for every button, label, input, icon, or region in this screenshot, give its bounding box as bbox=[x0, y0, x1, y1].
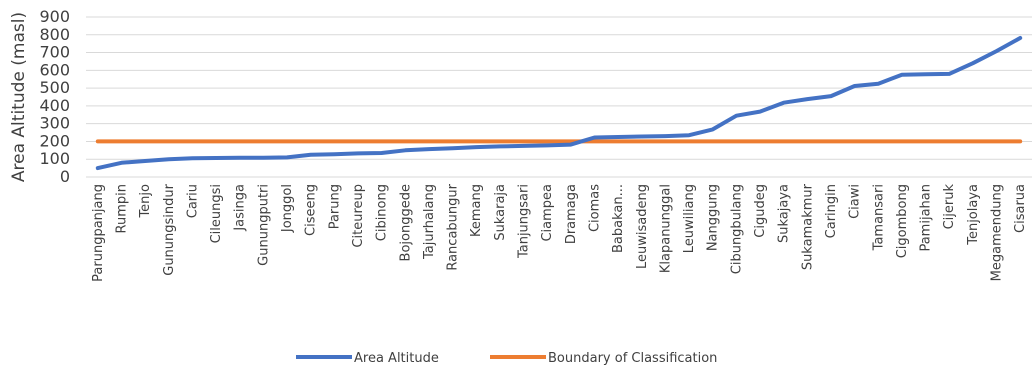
x-tick-label: Bojonggede bbox=[398, 184, 413, 261]
x-tick-label: Parung bbox=[327, 184, 342, 229]
x-tick-label: Sukamakmur bbox=[800, 183, 815, 270]
x-tick-label: Cibinong bbox=[375, 184, 390, 241]
x-tick-label: Cariu bbox=[185, 184, 200, 218]
x-tick-label: Ciawi bbox=[848, 184, 863, 219]
x-tick-labels: Parungpanjang Rumpin Tenjo Gunungsindur Cari… bbox=[91, 183, 1028, 281]
x-tick-label: Sukaraja bbox=[493, 184, 508, 241]
x-tick-label: Gunungputri bbox=[256, 184, 271, 266]
y-tick-label: 300 bbox=[39, 114, 70, 133]
x-tick-label: Cigombong bbox=[895, 184, 910, 258]
x-tick-label: Kemang bbox=[469, 184, 484, 237]
y-tick-label: 100 bbox=[39, 149, 70, 168]
legend: Area Altitude Boundary of Classification bbox=[296, 351, 717, 366]
x-tick-label: Cigudeg bbox=[753, 184, 768, 238]
x-tick-label: Cileungsi bbox=[209, 184, 224, 243]
x-tick-label: Ciomas bbox=[587, 184, 602, 232]
y-tick-label: 400 bbox=[39, 96, 70, 115]
x-tick-label: Cijeruk bbox=[942, 184, 957, 230]
x-tick-label: Dramaga bbox=[564, 184, 579, 244]
y-tick-label: 700 bbox=[39, 43, 70, 62]
y-gridlines bbox=[86, 16, 1032, 178]
x-tick-label: Tenjolaya bbox=[966, 184, 981, 246]
legend-label: Boundary of Classification bbox=[548, 351, 717, 366]
x-tick-label: Rumpin bbox=[114, 184, 129, 233]
x-tick-label: Ciampea bbox=[540, 184, 555, 242]
x-tick-label: Sukajaya bbox=[777, 184, 792, 243]
series-lines bbox=[95, 36, 1023, 171]
x-tick-label: Gunungsindur bbox=[162, 183, 177, 275]
y-tick-label: 200 bbox=[39, 131, 70, 150]
x-tick-label: Jonggol bbox=[280, 184, 295, 233]
x-tick-label: Tamansari bbox=[871, 184, 886, 251]
x-tick-label: Tajurhalang bbox=[422, 184, 437, 260]
legend-label: Area Altitude bbox=[354, 351, 439, 366]
x-tick-label: Leuwiliang bbox=[682, 184, 697, 253]
x-tick-label: Klapanunggal bbox=[658, 184, 673, 273]
x-tick-label: Citeureup bbox=[351, 184, 366, 248]
x-tick-label: Tenjo bbox=[138, 184, 153, 219]
x-tick-label: Caringin bbox=[824, 184, 839, 238]
y-tick-label: 500 bbox=[39, 78, 70, 97]
x-tick-label: Nanggung bbox=[706, 184, 721, 251]
x-tick-label: Cibungbulang bbox=[729, 184, 744, 274]
x-tick-label: Rancabungur bbox=[446, 183, 461, 270]
x-tick-label: Parungpanjang bbox=[91, 184, 106, 282]
x-tick-label: Cisarua bbox=[1013, 184, 1028, 233]
x-tick-label: Leuwisadeng bbox=[635, 184, 650, 269]
x-tick-label: Megamendung bbox=[990, 184, 1005, 281]
x-tick-label: Babakan... bbox=[611, 184, 626, 253]
y-tick-label: 900 bbox=[39, 7, 70, 26]
y-axis-title: Area Altitude (masl) bbox=[9, 12, 29, 182]
series-line-0 bbox=[95, 36, 1023, 171]
y-tick-label: 800 bbox=[39, 25, 70, 44]
x-tick-label: Jasinga bbox=[233, 184, 248, 232]
x-tick-label: Pamijahan bbox=[919, 184, 934, 252]
x-tick-label: Ciseeng bbox=[304, 184, 319, 236]
x-tick-label: Tanjungsari bbox=[517, 184, 532, 259]
y-tick-label: 600 bbox=[39, 60, 70, 79]
y-tick-label: 0 bbox=[60, 167, 70, 186]
